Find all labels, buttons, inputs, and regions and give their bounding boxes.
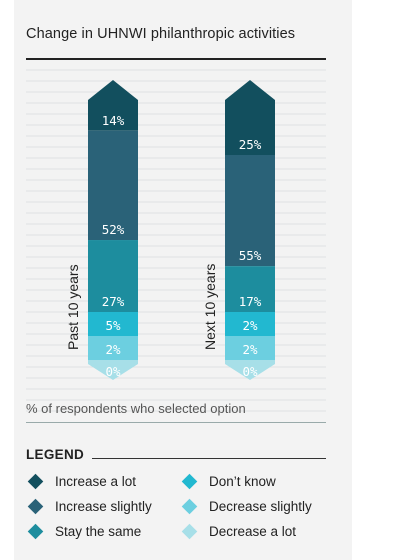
bar-segment — [225, 80, 275, 155]
diamond-icon — [27, 473, 44, 490]
data-label: 52% — [102, 222, 125, 237]
bar-segment — [225, 336, 275, 360]
bar-segment — [88, 80, 138, 131]
bar-segment — [225, 266, 275, 312]
legend-item-decrease-a-lot: Decrease a lot — [181, 523, 297, 540]
bar-segment — [88, 336, 138, 360]
legend-label: Stay the same — [55, 524, 142, 539]
data-label: 2% — [105, 342, 121, 357]
data-label: 14% — [102, 113, 125, 128]
grid-lines — [26, 69, 326, 412]
bar-segment — [225, 360, 275, 380]
legend-item-decrease-slightly: Decrease slightly — [181, 498, 312, 515]
legend-rule — [92, 458, 326, 459]
data-label: 5% — [105, 318, 121, 333]
data-label: 27% — [102, 294, 125, 309]
data-label: 0% — [105, 364, 121, 379]
category-label: Past 10 years — [65, 264, 81, 350]
legend-label: Decrease a lot — [209, 524, 297, 539]
diamond-icon — [181, 523, 198, 540]
legend-label: Increase slightly — [55, 499, 152, 514]
bar-segment — [88, 240, 138, 312]
title-rule — [26, 58, 326, 60]
data-label: 0% — [242, 364, 258, 379]
data-label: 17% — [239, 294, 262, 309]
legend-title: LEGEND — [26, 447, 85, 462]
data-label: 55% — [239, 248, 262, 263]
category-label: Next 10 years — [202, 264, 218, 350]
bar-segment — [225, 312, 275, 336]
bar-stack: 14% 52% 27% 5% 2% 0% Past 10 years — [65, 80, 138, 380]
diamond-icon — [27, 523, 44, 540]
diamond-icon — [181, 473, 198, 490]
legend-label: Don’t know — [209, 474, 276, 489]
legend-label: Increase a lot — [55, 474, 137, 489]
note-rule — [26, 422, 326, 423]
legend-item-increase-a-lot: Increase a lot — [27, 473, 137, 490]
data-label: 25% — [239, 137, 262, 152]
bar-segment — [88, 360, 138, 380]
bar-segment — [225, 155, 275, 267]
bars: 14%52%27%5%2%0%Past 10 years25%55%17%2%2… — [65, 80, 275, 380]
diamond-icon — [181, 498, 198, 515]
data-label: 2% — [242, 342, 258, 357]
bar-segment — [88, 130, 138, 241]
legend-label: Decrease slightly — [209, 499, 312, 514]
chart-panel — [14, 0, 352, 560]
data-label: 2% — [242, 318, 258, 333]
legend-item-increase-slightly: Increase slightly — [27, 498, 152, 515]
chart-title: Change in UHNWI philanthropic activities — [26, 26, 296, 42]
axis-note: % of respondents who selected option — [26, 401, 246, 416]
diamond-icon — [27, 498, 44, 515]
bar-stack: 25% 55% 17% 2% 2% 0% Next 10 years — [202, 80, 275, 380]
legend-item-stay-the-same: Stay the same — [27, 523, 142, 540]
legend-item-dont-know: Don’t know — [181, 473, 276, 490]
bar-segment — [88, 312, 138, 336]
